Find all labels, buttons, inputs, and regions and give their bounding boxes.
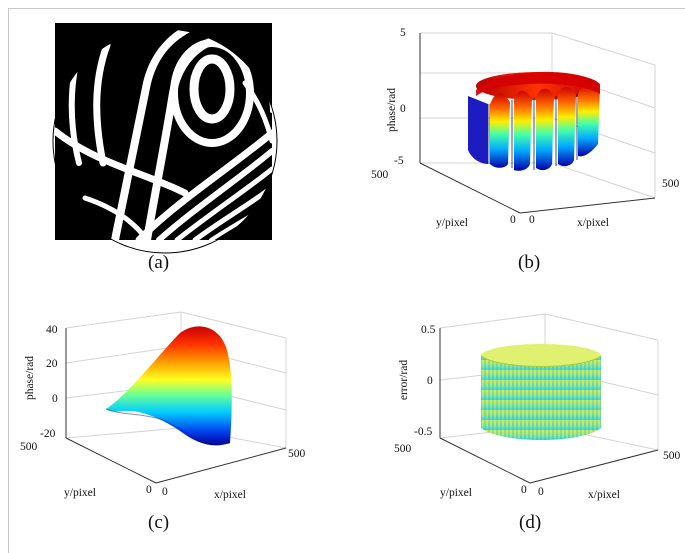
surface-d bbox=[480, 344, 602, 440]
c-ytick-0: 0 bbox=[146, 484, 152, 496]
c-ztick-neg20: -20 bbox=[40, 428, 56, 440]
axes-c bbox=[65, 311, 287, 484]
b-xtick-500: 500 bbox=[662, 178, 680, 190]
c-xlabel: x/pixel bbox=[214, 489, 246, 501]
axes-d bbox=[439, 313, 659, 484]
frame-left-line bbox=[8, 8, 9, 553]
c-zlabel: phase/rad bbox=[24, 355, 36, 401]
frame-top-line bbox=[8, 8, 685, 9]
b-ztick-mid: 0 bbox=[400, 103, 406, 115]
b-xlabel: x/pixel bbox=[577, 217, 609, 229]
c-ztick-40: 40 bbox=[46, 324, 58, 336]
d-ytick-0: 0 bbox=[521, 484, 527, 496]
d-xtick-500: 500 bbox=[663, 450, 681, 462]
surface-c bbox=[105, 326, 232, 446]
b-ztick-bottom: -5 bbox=[394, 155, 404, 167]
c-ztick-20: 20 bbox=[46, 358, 58, 370]
d-zlabel: error/rad bbox=[398, 359, 410, 401]
c-ztick-0: 0 bbox=[52, 393, 58, 405]
caption-a: (a) bbox=[148, 252, 170, 273]
caption-d: (d) bbox=[519, 512, 542, 533]
d-ytick-500: 500 bbox=[394, 443, 412, 455]
d-ztick-0.5: 0.5 bbox=[421, 324, 436, 336]
b-ytick-0: 0 bbox=[510, 214, 516, 226]
b-ztick-top: 5 bbox=[400, 27, 406, 39]
surface-b bbox=[468, 71, 600, 171]
d-xlabel: x/pixel bbox=[588, 489, 620, 501]
d-ztick-neg0.5: -0.5 bbox=[414, 426, 433, 438]
d-ztick-0: 0 bbox=[427, 375, 433, 387]
b-xtick-0: 0 bbox=[529, 214, 535, 226]
fringe-pattern-image bbox=[52, 23, 278, 254]
c-ylabel: y/pixel bbox=[64, 487, 96, 499]
b-zlabel: phase/rad bbox=[386, 87, 398, 133]
d-xtick-0: 0 bbox=[538, 486, 544, 498]
b-ytick-500: 500 bbox=[371, 169, 389, 181]
b-ylabel: y/pixel bbox=[436, 217, 468, 229]
c-xtick-0: 0 bbox=[162, 486, 168, 498]
caption-c: (c) bbox=[148, 512, 170, 533]
d-ylabel: y/pixel bbox=[440, 487, 472, 499]
caption-b: (b) bbox=[518, 252, 541, 273]
c-ytick-500: 500 bbox=[20, 441, 38, 453]
c-xtick-500: 500 bbox=[288, 448, 306, 460]
